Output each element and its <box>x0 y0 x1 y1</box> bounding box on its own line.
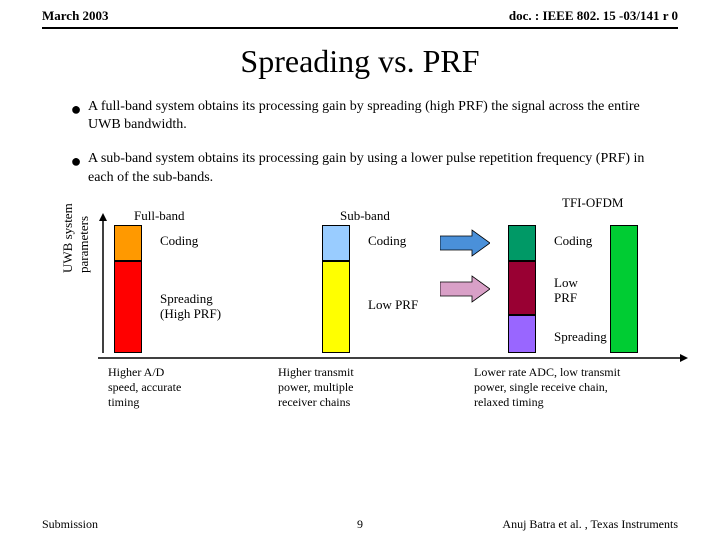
bar-subband-lowprf <box>322 261 350 353</box>
label-spreading-tfi: Spreading <box>554 329 607 345</box>
slide-title: Spreading vs. PRF <box>0 43 720 80</box>
footer-left: Submission <box>42 517 98 532</box>
bullet-list: ● A full-band system obtains its process… <box>0 98 720 187</box>
label-coding-sb: Coding <box>368 233 406 249</box>
x-axis-arrow-icon <box>98 353 688 363</box>
bullet-dot-icon: ● <box>64 150 88 186</box>
bullet-text: A full-band system obtains its processin… <box>88 98 670 134</box>
label-lowprf-tfi: LowPRF <box>554 275 578 306</box>
bar-fullband-coding <box>114 225 142 261</box>
label-tfi: TFI-OFDM <box>562 195 623 211</box>
arrow-coding-icon <box>440 229 490 257</box>
bar-subband-coding <box>322 225 350 261</box>
footer-right: Anuj Batra et al. , Texas Instruments <box>502 517 678 532</box>
label-fullband: Full-band <box>134 208 185 224</box>
bar-tfi-spreading <box>508 315 536 353</box>
bullet-item: ● A sub-band system obtains its processi… <box>64 150 670 186</box>
y-axis-arrow-icon <box>98 213 108 358</box>
label-coding-fb: Coding <box>160 233 198 249</box>
bar-tfi-coding <box>508 225 536 261</box>
y-axis-label: UWB systemparameters <box>60 203 92 273</box>
bar-fullband-spreading <box>114 261 142 353</box>
bullet-dot-icon: ● <box>64 98 88 134</box>
bar-tfi-lowprf <box>508 261 536 315</box>
caption-subband: Higher transmitpower, multiplereceiver c… <box>278 365 354 410</box>
footer: Submission 9 Anuj Batra et al. , Texas I… <box>42 517 678 532</box>
header-right: doc. : IEEE 802. 15 -03/141 r 0 <box>509 8 678 24</box>
caption-fullband: Higher A/Dspeed, accuratetiming <box>108 365 181 410</box>
arrow-lowprf-icon <box>440 275 490 303</box>
caption-tfi: Lower rate ADC, low transmitpower, singl… <box>474 365 620 410</box>
header-left: March 2003 <box>42 8 109 24</box>
label-subband: Sub-band <box>340 208 390 224</box>
footer-page: 9 <box>357 517 363 532</box>
label-spreading-high: Spreading(High PRF) <box>160 291 221 322</box>
diagram: UWB systemparameters Full-band Sub-band … <box>42 203 678 433</box>
bar-green <box>610 225 638 353</box>
label-lowprf-sb: Low PRF <box>368 297 418 313</box>
bullet-text: A sub-band system obtains its processing… <box>88 150 670 186</box>
bullet-item: ● A full-band system obtains its process… <box>64 98 670 134</box>
label-coding-tfi: Coding <box>554 233 592 249</box>
